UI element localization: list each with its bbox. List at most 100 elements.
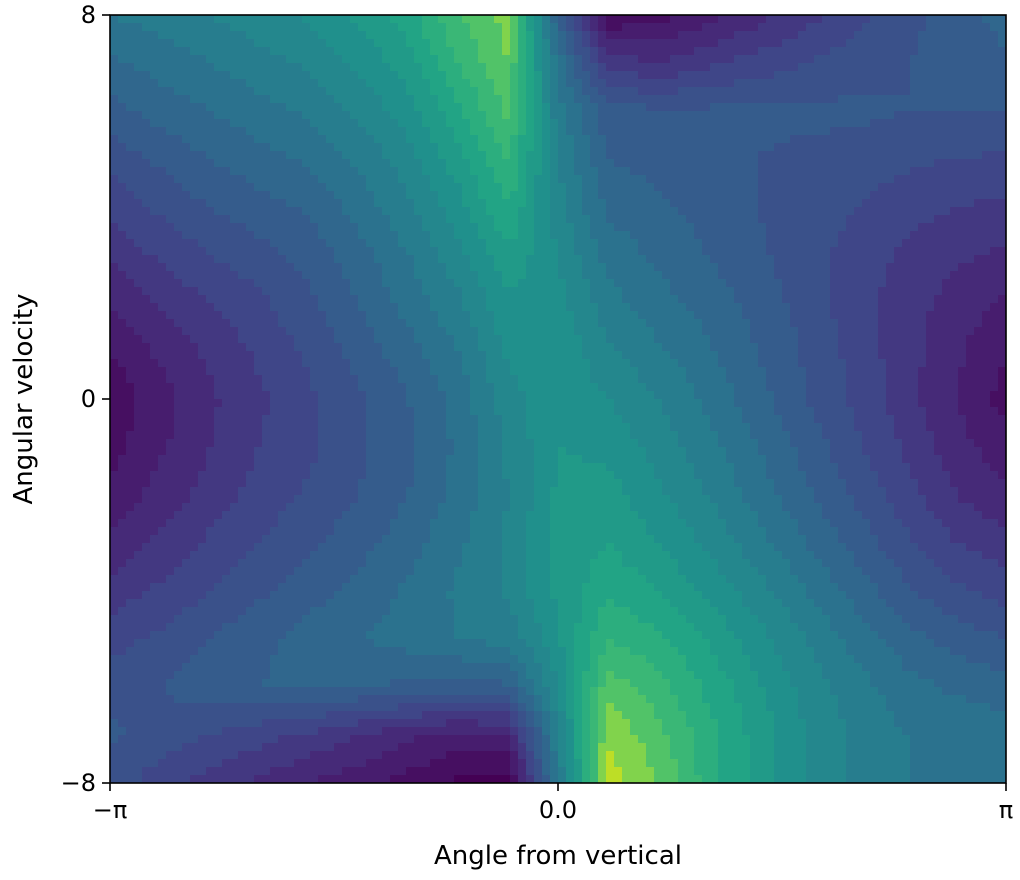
- contour-cell: [398, 15, 407, 24]
- contour-cell: [894, 223, 903, 232]
- contour-cell: [182, 343, 191, 352]
- contour-cell: [446, 231, 455, 240]
- contour-cell: [862, 359, 871, 368]
- contour-cell: [302, 191, 311, 200]
- contour-cell: [670, 295, 679, 304]
- contour-cell: [302, 39, 311, 48]
- contour-cell: [838, 119, 847, 128]
- contour-cell: [918, 143, 927, 152]
- contour-cell: [422, 103, 431, 112]
- contour-cell: [382, 183, 391, 192]
- contour-cell: [798, 335, 807, 344]
- contour-cell: [270, 95, 279, 104]
- contour-cell: [182, 231, 191, 240]
- contour-cell: [670, 167, 679, 176]
- contour-cell: [390, 199, 399, 208]
- contour-cell: [342, 63, 351, 72]
- contour-cell: [382, 327, 391, 336]
- contour-cell: [838, 135, 847, 144]
- contour-cell: [238, 255, 247, 264]
- contour-cell: [806, 303, 815, 312]
- contour-cell: [158, 167, 167, 176]
- contour-cell: [486, 143, 495, 152]
- contour-cell: [574, 87, 583, 96]
- contour-cell: [774, 183, 783, 192]
- contour-cell: [446, 103, 455, 112]
- contour-cell: [646, 319, 655, 328]
- contour-cell: [526, 207, 535, 216]
- contour-cell: [142, 343, 151, 352]
- contour-cell: [382, 191, 391, 200]
- contour-cell: [798, 103, 807, 112]
- contour-cell: [974, 271, 983, 280]
- contour-cell: [270, 367, 279, 376]
- contour-cell: [174, 95, 183, 104]
- contour-cell: [822, 167, 831, 176]
- contour-cell: [630, 71, 639, 80]
- contour-cell: [558, 247, 567, 256]
- contour-cell: [158, 231, 167, 240]
- contour-cell: [926, 279, 935, 288]
- contour-cell: [406, 295, 415, 304]
- contour-cell: [214, 239, 223, 248]
- contour-cell: [110, 247, 119, 256]
- contour-cell: [798, 287, 807, 296]
- contour-cell: [670, 255, 679, 264]
- contour-cell: [366, 327, 375, 336]
- contour-cell: [838, 343, 847, 352]
- contour-cell: [622, 335, 631, 344]
- contour-cell: [750, 135, 759, 144]
- contour-cell: [366, 143, 375, 152]
- contour-cell: [910, 143, 919, 152]
- contour-cell: [502, 303, 511, 312]
- contour-cell: [358, 303, 367, 312]
- contour-cell: [662, 47, 671, 56]
- contour-cell: [174, 167, 183, 176]
- contour-cell: [766, 95, 775, 104]
- contour-cell: [390, 263, 399, 272]
- contour-cell: [142, 135, 151, 144]
- contour-cell: [622, 47, 631, 56]
- contour-cell: [406, 247, 415, 256]
- contour-cell: [118, 327, 127, 336]
- contour-cell: [502, 87, 511, 96]
- contour-cell: [686, 263, 695, 272]
- contour-cell: [886, 87, 895, 96]
- contour-cell: [734, 207, 743, 216]
- contour-cell: [390, 183, 399, 192]
- contour-cell: [142, 111, 151, 120]
- contour-cell: [550, 351, 559, 360]
- contour-cell: [166, 231, 175, 240]
- contour-cell: [222, 215, 231, 224]
- contour-cell: [750, 335, 759, 344]
- contour-cell: [718, 135, 727, 144]
- contour-cell: [358, 263, 367, 272]
- contour-cell: [206, 15, 215, 24]
- contour-cell: [510, 87, 519, 96]
- contour-cell: [478, 23, 487, 32]
- contour-cell: [614, 63, 623, 72]
- contour-cell: [270, 103, 279, 112]
- contour-cell: [622, 143, 631, 152]
- contour-cell: [638, 111, 647, 120]
- contour-cell: [118, 167, 127, 176]
- contour-cell: [878, 167, 887, 176]
- contour-cell: [206, 111, 215, 120]
- contour-cell: [582, 119, 591, 128]
- contour-cell: [590, 87, 599, 96]
- contour-cell: [654, 111, 663, 120]
- contour-cell: [670, 327, 679, 336]
- contour-cell: [206, 343, 215, 352]
- contour-cell: [782, 111, 791, 120]
- contour-cell: [982, 159, 991, 168]
- contour-cell: [566, 199, 575, 208]
- contour-cell: [750, 175, 759, 184]
- contour-cell: [174, 279, 183, 288]
- contour-cell: [166, 311, 175, 320]
- contour-cell: [862, 311, 871, 320]
- contour-cell: [766, 143, 775, 152]
- contour-cell: [902, 287, 911, 296]
- contour-cell: [646, 271, 655, 280]
- contour-cell: [150, 319, 159, 328]
- contour-cell: [566, 63, 575, 72]
